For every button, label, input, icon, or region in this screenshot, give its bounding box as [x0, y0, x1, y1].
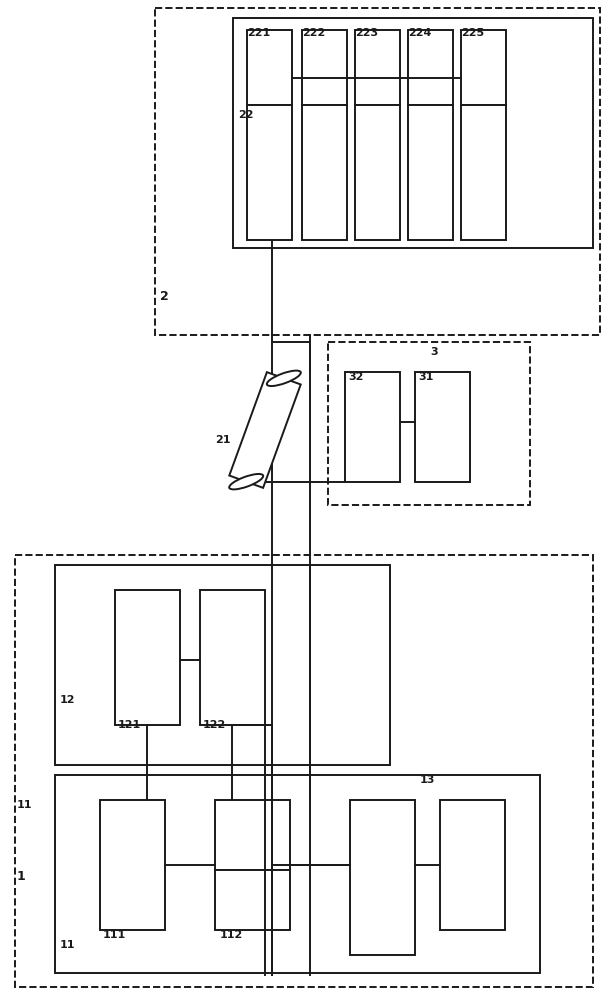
- Bar: [247, 30, 292, 105]
- Bar: [415, 372, 470, 482]
- Text: 11: 11: [17, 800, 32, 810]
- Text: 13: 13: [420, 775, 435, 785]
- Bar: [215, 800, 290, 870]
- Bar: [55, 565, 390, 765]
- Text: 31: 31: [418, 372, 433, 382]
- Bar: [328, 342, 530, 505]
- Bar: [302, 105, 347, 240]
- Bar: [345, 372, 400, 482]
- Text: 2: 2: [160, 290, 169, 303]
- Text: 1: 1: [17, 870, 26, 883]
- Text: 11: 11: [60, 940, 75, 950]
- Text: 112: 112: [220, 930, 243, 940]
- Bar: [15, 555, 593, 987]
- Text: 3: 3: [430, 347, 438, 357]
- Bar: [461, 30, 506, 105]
- Ellipse shape: [267, 371, 301, 386]
- Bar: [302, 30, 347, 105]
- Ellipse shape: [229, 474, 263, 489]
- Bar: [215, 870, 290, 930]
- Bar: [461, 105, 506, 240]
- Text: 22: 22: [238, 110, 253, 120]
- Polygon shape: [230, 372, 300, 488]
- Bar: [115, 590, 180, 725]
- Bar: [408, 30, 453, 105]
- Bar: [233, 18, 593, 248]
- Bar: [355, 105, 400, 240]
- Bar: [100, 800, 165, 930]
- Bar: [350, 800, 415, 955]
- Bar: [200, 590, 265, 725]
- Bar: [408, 105, 453, 240]
- Bar: [440, 800, 505, 930]
- Bar: [155, 8, 600, 335]
- Text: 225: 225: [461, 28, 484, 38]
- Bar: [247, 105, 292, 240]
- Text: 111: 111: [103, 930, 126, 940]
- Text: 223: 223: [355, 28, 378, 38]
- Text: 224: 224: [408, 28, 431, 38]
- Text: 222: 222: [302, 28, 325, 38]
- Text: 122: 122: [203, 720, 226, 730]
- Text: 32: 32: [348, 372, 364, 382]
- Text: 21: 21: [215, 435, 231, 445]
- Text: 121: 121: [118, 720, 141, 730]
- Text: 221: 221: [247, 28, 271, 38]
- Bar: [355, 30, 400, 105]
- Text: 12: 12: [60, 695, 75, 705]
- Bar: [55, 775, 540, 973]
